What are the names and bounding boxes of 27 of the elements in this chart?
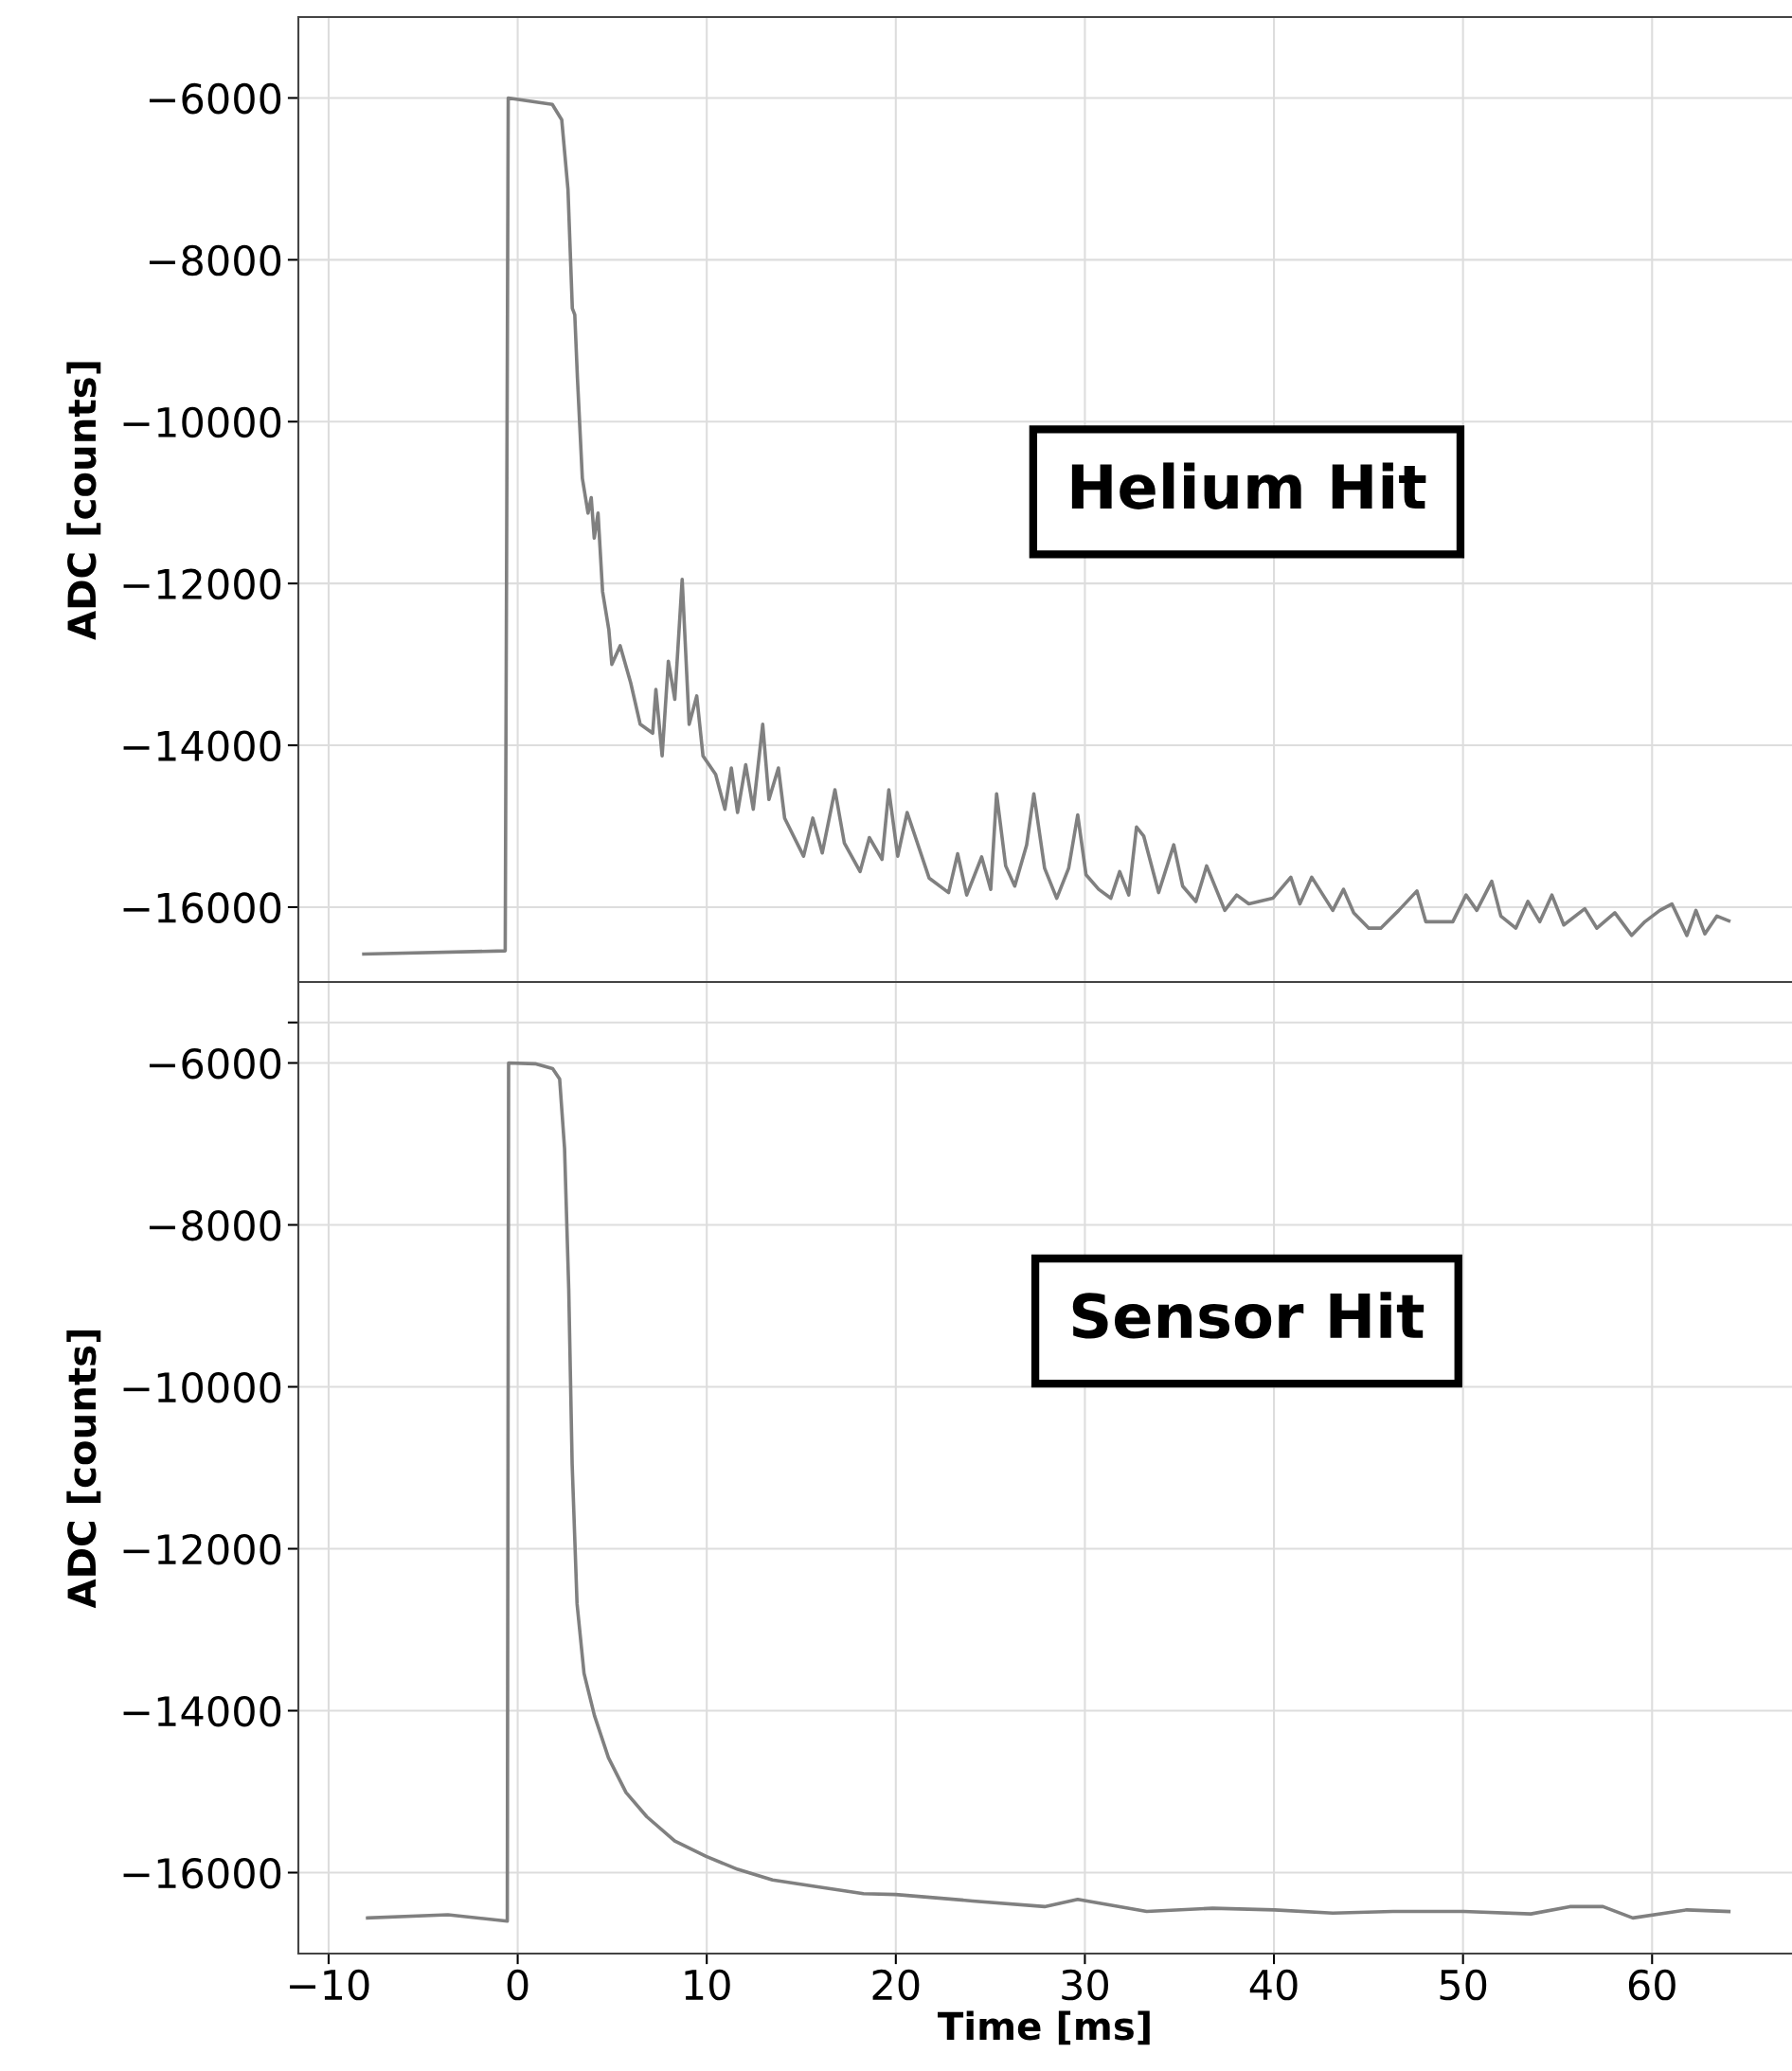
x-tick-label: 0 xyxy=(507,1969,529,2001)
y-tick-label: −6000 xyxy=(149,82,281,115)
x-tick-label: 60 xyxy=(1628,1969,1676,2001)
y-tick-label: −6000 xyxy=(149,1047,281,1080)
x-tick-label: 10 xyxy=(685,1969,730,2001)
y-tick-label: −12000 xyxy=(123,1533,281,1565)
annotation: Sensor Hit xyxy=(1072,1292,1425,1339)
y-tick-label: −16000 xyxy=(123,1857,281,1889)
y-tick-label: −10000 xyxy=(123,1371,281,1403)
y-tick-label: −12000 xyxy=(123,568,281,600)
annotation: Helium Hit xyxy=(1071,462,1426,509)
y-tick-label: −8000 xyxy=(149,1209,281,1241)
x-axis-title: Time [ms] xyxy=(938,2010,1150,2045)
y-axis-title: ADC [counts] xyxy=(66,1330,101,1609)
line-series xyxy=(366,1061,1731,1923)
x-tick-label: 30 xyxy=(1062,1969,1108,2001)
y-tick-label: −8000 xyxy=(149,244,281,277)
line-series xyxy=(362,96,1731,956)
x-tick-label: 50 xyxy=(1440,1969,1487,2001)
y-tick-label: −10000 xyxy=(123,406,281,438)
y-tick-label: −14000 xyxy=(123,730,281,762)
x-tick-label: 20 xyxy=(872,1969,920,2001)
y-tick-label: −16000 xyxy=(123,892,281,923)
y-axis-title: ADC [counts] xyxy=(66,362,101,640)
y-tick-label: −14000 xyxy=(123,1695,281,1727)
x-tick-label: 40 xyxy=(1249,1969,1298,2001)
x-tick-label: −10 xyxy=(290,1969,369,2001)
